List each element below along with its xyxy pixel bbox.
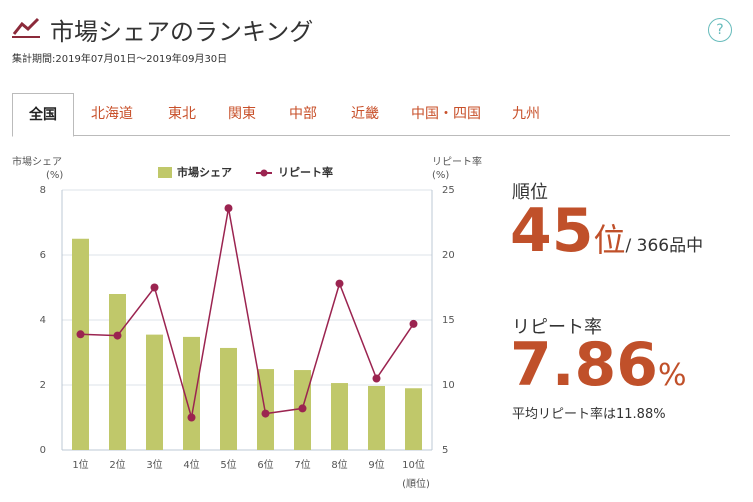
y2-tick-label: 5 [442,445,448,456]
y-label: 市場シェア [12,155,62,168]
tab[interactable]: 中部 [289,106,317,122]
y2-label: リピート率 [432,155,482,168]
tab[interactable]: 北海道 [91,106,133,122]
line-point [113,331,122,340]
y2-tick-label: 10 [442,380,455,391]
y2-tick-label: 20 [442,250,455,261]
line-point [409,319,418,328]
line-point [335,279,344,288]
x-tick-label: 2位 [109,458,125,471]
y-tick-label: 6 [40,250,46,261]
legend-swatch [158,167,172,178]
x-tick-label: 3位 [146,458,162,471]
tab[interactable]: 近畿 [351,106,379,122]
bar [405,388,422,450]
period: 集計期間:2019年07月01日〜2019年09月30日 [12,54,228,65]
x-tick-label: 10位 [402,458,425,471]
repeat-unit: % [658,358,687,393]
y2-label: (%) [432,170,449,181]
repeat-value: 7.86 [510,330,659,400]
line [80,208,415,418]
x-tick-label: 1位 [72,458,88,471]
legend-label: 市場シェア [177,165,232,179]
line-point [187,413,196,422]
bar [72,238,89,450]
tab[interactable]: 全国 [12,93,74,137]
rank-unit: 位 [593,221,626,259]
bar [109,294,126,450]
y2-tick-label: 15 [442,315,455,326]
bar [183,336,200,450]
line-point [150,283,159,292]
y-label: (%) [46,170,63,181]
x-tick-label: 8位 [331,458,347,471]
rank: 45位/ 366品中 [510,196,703,266]
x-tick-label: 5位 [220,458,236,471]
y-tick-label: 4 [40,315,46,326]
line-point [298,404,307,413]
help-button[interactable]: ? [708,18,732,42]
rank-label: 順位 [512,182,548,203]
bar [368,385,385,450]
tab[interactable]: 東北 [168,106,196,122]
bar [220,347,237,450]
tabs: 全国 北海道 東北 関東 中部 近畿 中国・四国 九州 [12,93,730,137]
legend-label: リピート率 [278,165,333,179]
line-point [372,374,381,383]
rank-value: 45 [510,196,594,266]
bar [146,334,163,450]
bar [331,383,348,450]
line-point [224,204,233,213]
chart-icon [12,17,40,38]
repeat-average: 平均リピート率は11.88% [512,407,666,422]
legend-swatch [260,169,268,177]
x-tick-label: 9位 [368,458,384,471]
tab[interactable]: 関東 [228,106,256,122]
line-point [261,409,270,418]
tab[interactable]: 九州 [512,106,540,122]
tab[interactable]: 中国・四国 [411,106,481,122]
x-tick-label: 6位 [257,458,273,471]
y2-tick-label: 25 [442,185,455,196]
x-tick-label: 7位 [294,458,310,471]
rank-total: / 366品中 [625,236,704,256]
repeat: 7.86% [510,330,687,400]
y-tick-label: 2 [40,380,46,391]
y-tick-label: 0 [40,445,46,456]
x-label: (順位) [402,477,430,490]
line-point [76,330,85,339]
chart: 02468510152025市場シェア(%)リピート率(%)(順位)市場シェアリ… [12,155,482,490]
y-tick-label: 8 [40,185,46,196]
repeat-label: リピート率 [512,317,602,338]
title: 市場シェアのランキング [50,18,314,46]
x-tick-label: 4位 [183,458,199,471]
